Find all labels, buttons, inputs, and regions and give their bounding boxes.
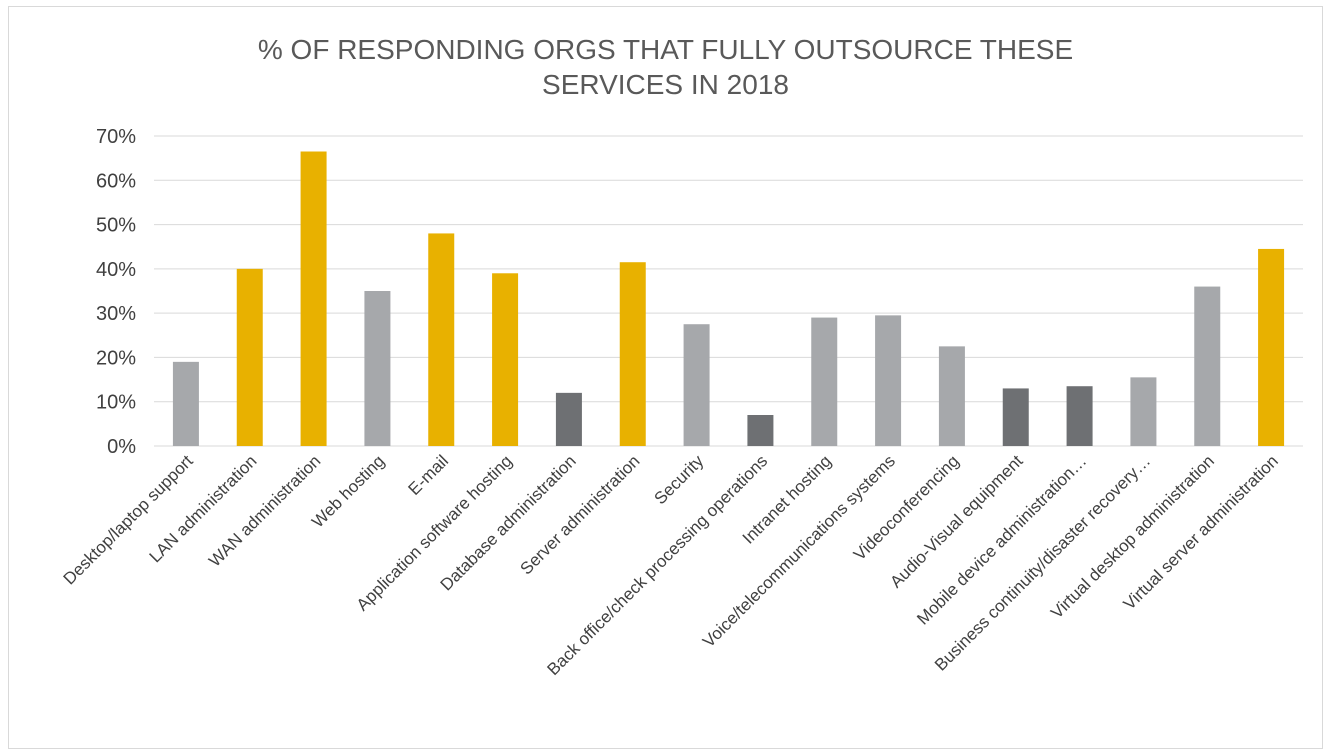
bar	[1258, 248, 1285, 446]
y-tick-label: 20%	[96, 347, 136, 369]
bar	[1130, 377, 1157, 446]
chart-frame	[8, 6, 1323, 749]
bar	[875, 315, 902, 446]
y-tick-label: 30%	[96, 303, 136, 325]
x-tick-label: Security	[651, 451, 708, 508]
x-tick-label: LAN administration	[146, 451, 261, 566]
bar	[1194, 286, 1221, 446]
x-tick-label: E-mail	[405, 451, 452, 498]
x-tick-label: Back office/check processing operations	[544, 451, 772, 679]
y-tick-label: 40%	[96, 259, 136, 281]
y-tick-label: 10%	[96, 392, 136, 414]
bar	[236, 268, 263, 446]
bar	[172, 361, 199, 446]
y-tick-label: 0%	[107, 436, 136, 458]
bar	[1002, 388, 1029, 446]
bar	[683, 324, 710, 446]
bar	[555, 392, 582, 446]
bar	[428, 233, 455, 446]
bar	[619, 262, 646, 446]
bar	[811, 317, 838, 446]
chart-title: % OF RESPONDING ORGS THAT FULLY OUTSOURC…	[0, 32, 1331, 102]
y-tick-label: 50%	[96, 215, 136, 237]
x-tick-label: WAN administration	[205, 451, 324, 570]
bar	[1066, 386, 1093, 446]
x-tick-label: Desktop/laptop support	[60, 451, 197, 588]
y-tick-label: 60%	[96, 170, 136, 192]
x-tick-label: Videoconferencing	[850, 451, 963, 564]
bar	[938, 346, 965, 446]
bar	[492, 273, 519, 446]
gridlines	[154, 135, 1303, 447]
bar	[364, 291, 391, 446]
bar	[747, 415, 774, 446]
chart-title-line-2: SERVICES IN 2018	[542, 69, 789, 100]
y-tick-label: 70%	[96, 126, 136, 148]
bars	[172, 151, 1285, 446]
x-tick-label: Server administration	[517, 451, 644, 578]
chart-title-line-1: % OF RESPONDING ORGS THAT FULLY OUTSOURC…	[257, 34, 1074, 65]
y-axis-ticks: 0% 10% 20% 30% 40% 50% 60% 70%	[96, 126, 136, 458]
bar	[300, 151, 327, 446]
